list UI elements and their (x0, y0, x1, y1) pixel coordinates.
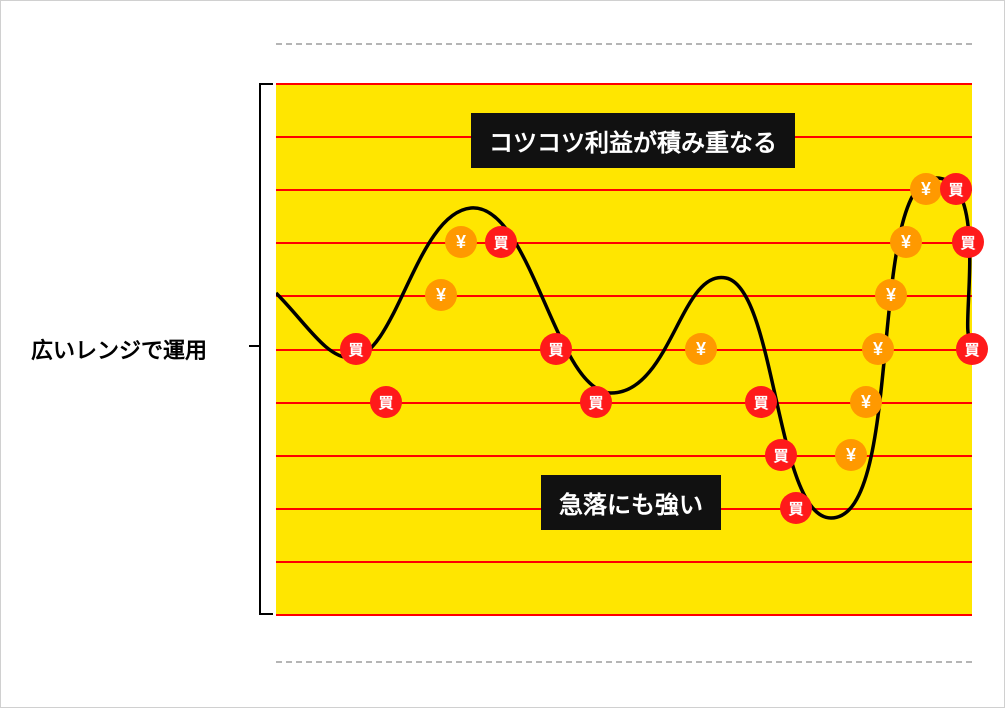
chart-annotation: 急落にも強い (541, 475, 721, 530)
buy-marker: 買 (765, 439, 797, 471)
yen-marker: ¥ (910, 173, 942, 205)
buy-marker: 買 (780, 492, 812, 524)
buy-marker: 買 (956, 333, 988, 365)
buy-marker: 買 (370, 386, 402, 418)
buy-marker: 買 (340, 333, 372, 365)
range-bracket (259, 83, 273, 615)
chart-area: 買買¥¥買買買¥買買買¥¥¥¥¥¥買買買 コツコツ利益が積み重なる急落にも強い (276, 83, 972, 615)
yen-marker: ¥ (445, 226, 477, 258)
buy-marker: 買 (540, 333, 572, 365)
dashed-line-bottom (276, 661, 972, 663)
yen-marker: ¥ (850, 386, 882, 418)
buy-marker: 買 (485, 226, 517, 258)
yen-marker: ¥ (890, 226, 922, 258)
chart-annotation: コツコツ利益が積み重なる (471, 113, 795, 168)
yen-marker: ¥ (685, 333, 717, 365)
buy-marker: 買 (745, 386, 777, 418)
side-label: 広いレンジで運用 (31, 333, 207, 365)
yen-marker: ¥ (425, 279, 457, 311)
yen-marker: ¥ (875, 279, 907, 311)
yen-marker: ¥ (835, 439, 867, 471)
buy-marker: 買 (940, 173, 972, 205)
yen-marker: ¥ (862, 333, 894, 365)
buy-marker: 買 (952, 226, 984, 258)
buy-marker: 買 (580, 386, 612, 418)
dashed-line-top (276, 43, 972, 45)
range-bracket-notch (249, 345, 259, 347)
